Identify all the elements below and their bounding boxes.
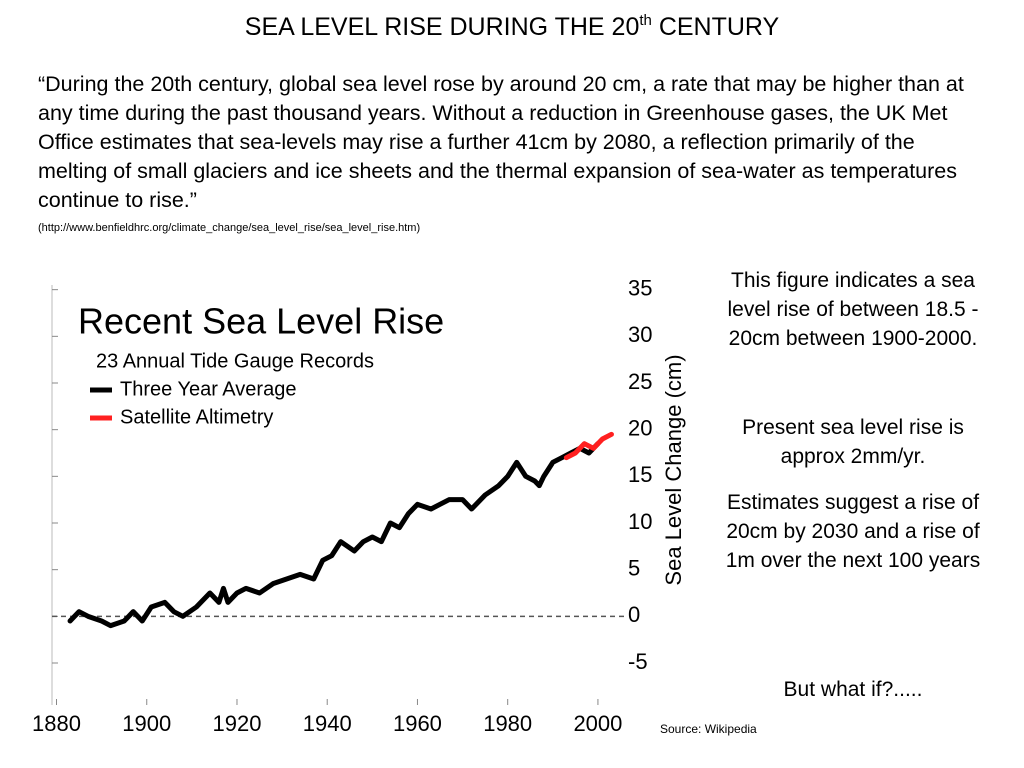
note: But what if?..... <box>783 678 923 701</box>
note: This figure indicates a sea level rise o… <box>727 269 979 350</box>
url: (http://www.benfieldhrc.org/climate_chan… <box>38 222 421 234</box>
y-tick-label: 30 <box>628 322 652 347</box>
note: Present sea level rise is approx 2mm/yr. <box>742 416 964 468</box>
y-tick-label: 15 <box>628 462 652 487</box>
y-axis-label: Sea Level Change (cm) <box>661 354 686 585</box>
series-line <box>67 441 601 629</box>
x-tick-label: 2000 <box>573 711 622 736</box>
x-tick-label: 1920 <box>213 711 262 736</box>
quote: “During the 20th century, global sea lev… <box>38 72 964 212</box>
legend-label: Three Year Average <box>120 378 296 400</box>
y-tick-label: -5 <box>628 649 648 674</box>
chart-subtitle: 23 Annual Tide Gauge Records <box>96 350 374 372</box>
slide-title: SEA LEVEL RISE DURING THE 20th CENTURY <box>0 12 1024 42</box>
note: Estimates suggest a rise of 20cm by 2030… <box>725 491 981 572</box>
x-tick-label: 1940 <box>303 711 352 736</box>
x-tick-label: 1980 <box>483 711 532 736</box>
source: Source: Wikipedia <box>660 722 757 736</box>
y-tick-label: 25 <box>628 369 652 394</box>
y-tick-label: 0 <box>628 602 640 627</box>
chart-title: Recent Sea Level Rise <box>78 301 444 342</box>
x-tick-label: 1960 <box>393 711 442 736</box>
title-superscript: th <box>639 12 652 29</box>
title-text: SEA LEVEL RISE DURING THE 20 <box>244 13 640 41</box>
y-tick-label: 10 <box>628 509 652 534</box>
y-tick-label: 5 <box>628 555 640 580</box>
y-tick-label: 35 <box>628 275 652 300</box>
title-text: CENTURY <box>658 13 780 41</box>
x-tick-label: 1880 <box>32 711 81 736</box>
series-line <box>563 431 614 461</box>
y-tick-label: 20 <box>628 415 652 440</box>
x-tick-label: 1900 <box>122 711 171 736</box>
legend-label: Satellite Altimetry <box>120 406 273 428</box>
